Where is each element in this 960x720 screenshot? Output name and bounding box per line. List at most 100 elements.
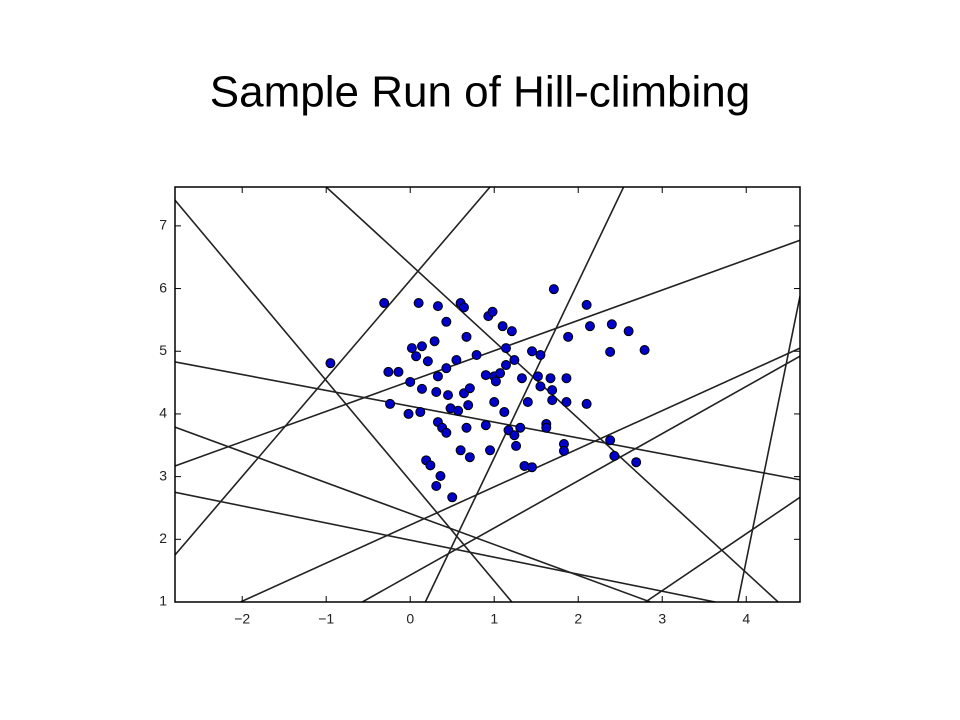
data-point	[480, 370, 491, 381]
slide-title: Sample Run of Hill-climbing	[210, 68, 750, 117]
data-point	[511, 440, 522, 451]
x-tick-label: 4	[742, 611, 750, 627]
data-point	[416, 383, 427, 394]
y-tick-label: 1	[159, 593, 167, 609]
data-point	[558, 445, 569, 456]
data-point	[581, 299, 592, 310]
data-point	[422, 356, 433, 367]
data-point	[425, 460, 436, 471]
data-point	[471, 350, 482, 361]
data-point	[527, 346, 538, 357]
fit-line	[424, 187, 625, 602]
data-point	[515, 422, 526, 433]
data-point	[563, 331, 574, 342]
data-point	[541, 422, 552, 433]
fit-line	[737, 295, 800, 602]
data-point	[325, 358, 336, 369]
data-point	[499, 407, 510, 418]
data-point	[623, 326, 634, 337]
data-point	[403, 408, 414, 419]
y-tick-label: 7	[159, 217, 167, 233]
data-point	[431, 481, 442, 492]
data-point	[441, 427, 452, 438]
data-point	[605, 346, 616, 357]
data-point	[455, 445, 466, 456]
y-tick-label: 3	[159, 467, 167, 483]
data-point	[416, 341, 427, 352]
fit-line	[175, 491, 716, 602]
data-point	[497, 321, 508, 332]
y-tick-label: 5	[159, 342, 167, 358]
data-point	[383, 366, 394, 377]
x-tick-label: 3	[658, 611, 666, 627]
data-point	[639, 344, 650, 355]
data-point	[431, 386, 442, 397]
data-point	[432, 371, 443, 382]
data-point	[547, 385, 558, 396]
data-point	[548, 284, 559, 295]
data-point	[490, 376, 501, 387]
data-point	[581, 398, 592, 409]
data-point	[379, 297, 390, 308]
fit-line	[361, 355, 800, 602]
data-point	[435, 470, 446, 481]
axes: −2 −1 0 1 2 3 4 1 2 3 4 5 6 7	[159, 187, 800, 627]
x-tick-label: −2	[234, 611, 250, 627]
fit-line	[644, 496, 800, 602]
data-point	[500, 343, 511, 354]
data-point	[487, 306, 498, 317]
data-point	[606, 319, 617, 330]
y-tick-label: 6	[159, 279, 167, 295]
fit-line	[175, 239, 800, 467]
data-point	[453, 405, 464, 416]
data-point	[609, 450, 620, 461]
data-point	[545, 373, 556, 384]
x-tick-label: 2	[574, 611, 582, 627]
y-tick-label: 2	[159, 530, 167, 546]
data-point	[489, 397, 500, 408]
data-point	[509, 355, 520, 366]
lines-layer	[175, 187, 800, 602]
data-point	[535, 381, 546, 392]
data-point	[561, 397, 572, 408]
fit-line	[240, 347, 800, 602]
data-point	[405, 376, 416, 387]
data-point	[451, 355, 462, 366]
data-point	[441, 316, 452, 327]
data-point	[415, 407, 426, 418]
data-point	[547, 395, 558, 406]
data-point	[406, 343, 417, 354]
points-layer	[325, 284, 650, 503]
data-point	[480, 420, 491, 431]
fit-line	[175, 199, 513, 602]
data-point	[461, 422, 472, 433]
data-point	[527, 462, 538, 473]
data-point	[413, 297, 424, 308]
data-point	[443, 390, 454, 401]
data-point	[631, 457, 642, 468]
y-tick-label: 4	[159, 405, 167, 421]
x-tick-label: 1	[490, 611, 498, 627]
data-point	[584, 321, 595, 332]
x-tick-label: 0	[406, 611, 414, 627]
data-point	[535, 350, 546, 361]
data-point	[509, 430, 520, 441]
data-point	[447, 492, 458, 503]
plot-frame	[174, 186, 801, 603]
data-point	[561, 373, 572, 384]
data-point	[385, 398, 396, 409]
data-point	[495, 368, 506, 379]
data-point	[516, 373, 527, 384]
data-point	[500, 360, 511, 371]
fit-line	[175, 426, 651, 602]
data-point	[522, 397, 533, 408]
data-point	[464, 383, 475, 394]
data-point	[485, 445, 496, 456]
data-point	[458, 302, 469, 313]
x-tick-label: −1	[318, 611, 334, 627]
data-point	[441, 363, 452, 374]
data-point	[411, 351, 422, 362]
data-point	[464, 452, 475, 463]
data-point	[605, 435, 616, 446]
